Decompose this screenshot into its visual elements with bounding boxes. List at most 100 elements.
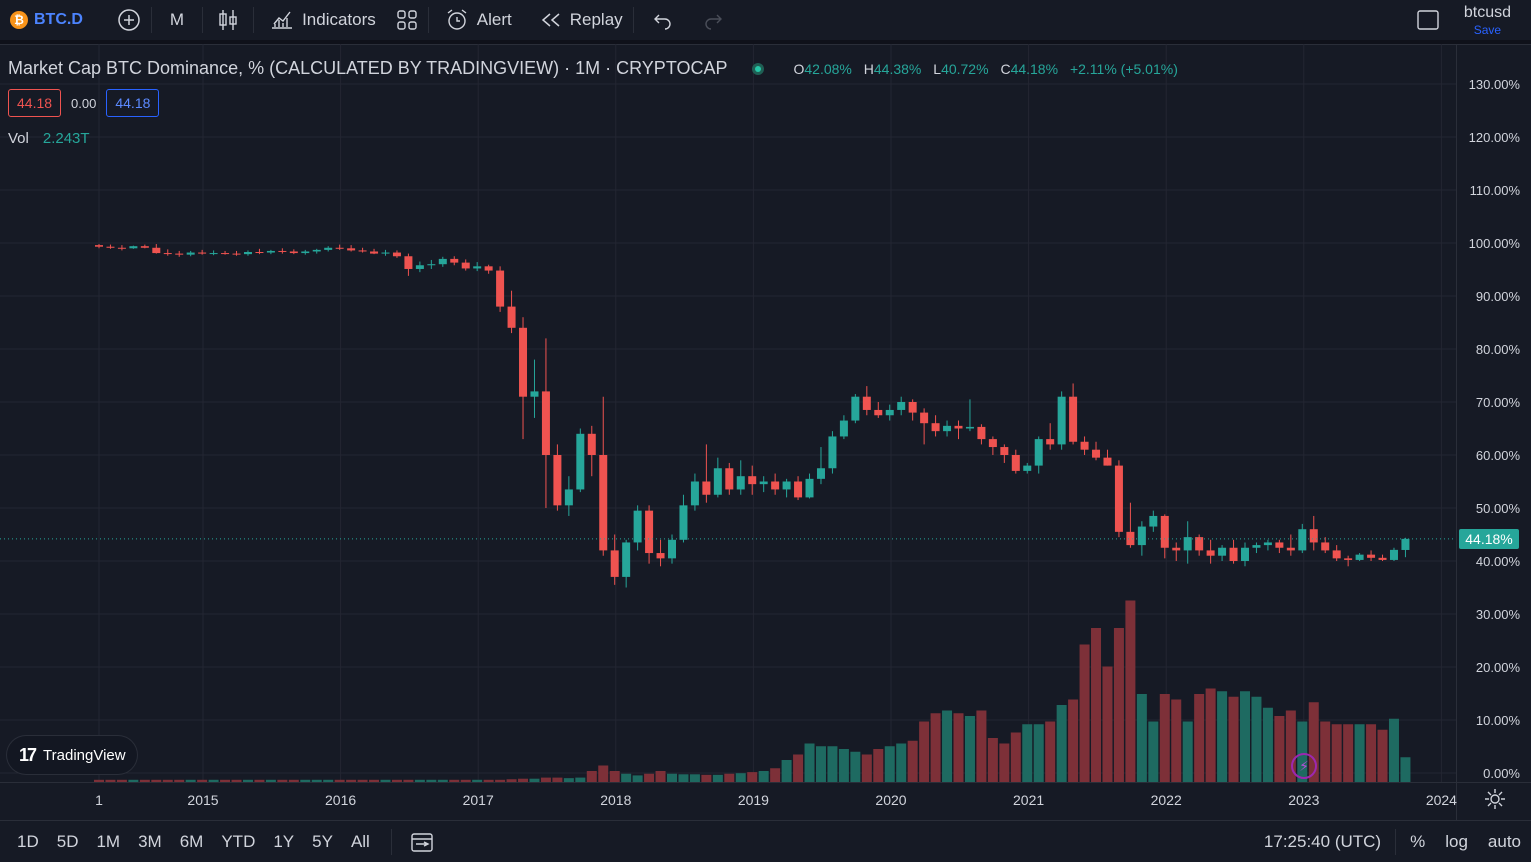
symbol-search[interactable]: ₿ BTC.D [0, 0, 93, 40]
candles-icon [219, 10, 237, 30]
candle-body [404, 256, 413, 269]
y-tick-label: 100.00% [1469, 236, 1521, 251]
volume-bar [231, 779, 242, 782]
volume-bar [712, 774, 723, 782]
y-tick-label: 20.00% [1476, 660, 1521, 675]
volume-bar [586, 771, 597, 782]
candle-body [679, 505, 688, 540]
volume-bar [311, 779, 322, 782]
range-button[interactable]: YTD [221, 831, 256, 851]
layout-save-button[interactable]: btcusd Save [1464, 4, 1511, 36]
volume-bar [942, 710, 953, 782]
clock[interactable]: 17:25:40 (UTC) [1263, 831, 1382, 851]
candle-body [1229, 547, 1238, 561]
replay-button[interactable]: Replay [522, 0, 633, 40]
undo-button[interactable] [634, 0, 684, 40]
candle-body [599, 455, 608, 551]
alarm-clock-icon [447, 9, 467, 30]
candle-body [289, 251, 298, 254]
volume-bar [151, 779, 162, 782]
indicators-button[interactable]: Indicators [254, 0, 386, 40]
x-tick-label: 2022 [1151, 792, 1182, 808]
volume-bar [197, 779, 208, 782]
volume-bar [1056, 705, 1067, 782]
volume-bar [873, 749, 884, 782]
y-tick-label: 50.00% [1476, 501, 1521, 516]
candle-body [1195, 537, 1204, 551]
volume-bar [758, 771, 769, 782]
auto-toggle[interactable]: auto [1487, 831, 1521, 851]
price-chart[interactable]: 130.00%120.00%110.00%100.00%90.00%80.00%… [0, 0, 1531, 820]
top-toolbar: ₿ BTC.D M Indicators Alert Replay btcusd… [0, 0, 1531, 44]
range-button[interactable]: 3M [138, 831, 162, 851]
candle-body [95, 245, 103, 247]
candle-body [885, 409, 894, 416]
buy-price-button[interactable]: 44.18 [106, 89, 160, 117]
volume-bar [609, 771, 620, 782]
volume-bar [1079, 644, 1090, 782]
volume-bar [1285, 710, 1296, 782]
candle-body [610, 550, 619, 577]
range-button[interactable]: 1M [96, 831, 121, 851]
volume-bar [804, 743, 815, 782]
tradingview-logo[interactable]: 17 TradingView [7, 736, 137, 774]
candle-body [668, 539, 676, 559]
candle-body [278, 250, 287, 252]
undo-icon [653, 14, 671, 30]
compare-button[interactable] [93, 0, 151, 40]
toolbar-divider [427, 7, 429, 33]
range-button[interactable]: 1Y [273, 831, 295, 851]
gear-icon[interactable] [1484, 788, 1506, 810]
interval-button[interactable]: M [152, 0, 202, 40]
volume-bar [1377, 729, 1388, 782]
percent-toggle[interactable]: % [1410, 831, 1426, 851]
candle-body [1263, 542, 1272, 546]
volume-bar [1262, 707, 1273, 782]
date-range-icon[interactable] [410, 831, 434, 853]
y-tick-label: 40.00% [1476, 554, 1521, 569]
volume-bar [414, 779, 425, 782]
volume-bar [105, 779, 116, 782]
candle-body [438, 258, 447, 265]
volume-bar [1205, 688, 1216, 782]
candle-body [1183, 537, 1192, 551]
layouts-button[interactable] [386, 0, 428, 40]
candle-body [805, 478, 814, 498]
volume-bar [403, 779, 414, 782]
fullscreen-icon[interactable] [1416, 9, 1440, 31]
candle-body [576, 433, 585, 490]
x-tick-label: 2021 [1013, 792, 1044, 808]
log-toggle[interactable]: log [1445, 831, 1468, 851]
alert-button[interactable]: Alert [429, 0, 522, 40]
chart-type-button[interactable] [203, 0, 253, 40]
candle-body [1309, 529, 1318, 543]
volume-bar [1251, 696, 1262, 782]
x-tick-label: 1 [95, 792, 103, 808]
candle-body [1275, 542, 1284, 548]
sell-price-button[interactable]: 44.18 [8, 89, 62, 117]
candle-body [736, 476, 745, 490]
candle-body [221, 253, 230, 255]
candle-body [1298, 529, 1307, 551]
range-button[interactable]: All [350, 831, 370, 851]
range-button[interactable]: 6M [179, 831, 204, 851]
volume-bar [391, 779, 402, 782]
high-value: 44.38% [873, 60, 922, 77]
candle-body [782, 481, 791, 490]
volume-bar [838, 749, 849, 782]
volume-bar [827, 746, 838, 782]
y-tick-label: 90.00% [1476, 289, 1521, 304]
volume-bar [793, 754, 804, 782]
lightning-icon[interactable]: ⚡ [1291, 753, 1317, 779]
range-button[interactable]: 5Y [312, 831, 333, 851]
redo-button[interactable] [684, 0, 734, 40]
candle-body [1034, 439, 1043, 466]
volume-bar [747, 772, 758, 782]
candle-body [1000, 447, 1009, 455]
candle-body [645, 510, 654, 554]
range-button[interactable]: 5D [56, 831, 79, 851]
candle-body [1126, 531, 1135, 546]
candle-body [748, 476, 757, 485]
volume-bar [174, 779, 185, 782]
range-button[interactable]: 1D [17, 831, 39, 851]
